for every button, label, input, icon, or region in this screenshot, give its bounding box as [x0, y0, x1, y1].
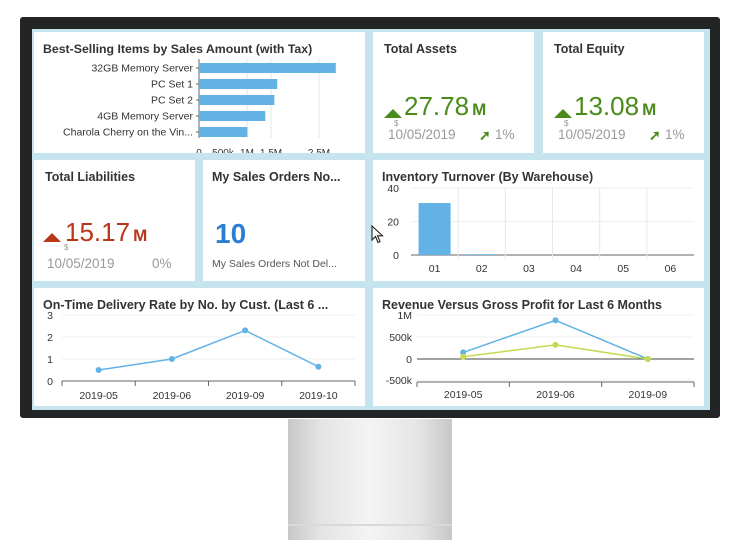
y-tick-label: 3 — [47, 310, 53, 322]
best-selling-chart: 32GB Memory Server PC Set 1 PC Set 2 4GB Me… — [63, 59, 336, 153]
data-point — [315, 363, 322, 370]
y-tick-label: 1M — [397, 310, 412, 322]
x-tick-label: 2.5M — [308, 148, 330, 153]
triangle-up-icon — [384, 109, 402, 118]
best-selling-tile[interactable]: Best-Selling Items by Sales Amount (with… — [34, 32, 365, 153]
category-label: Charola Cherry on the Vin... — [63, 127, 193, 139]
data-point — [460, 349, 467, 356]
data-point — [460, 353, 467, 360]
x-tick-label: 05 — [617, 263, 629, 275]
bar — [199, 95, 275, 105]
bar — [199, 63, 336, 73]
inventory-turnover-chart: 0 20 40 01 02 03 04 05 06 — [387, 183, 694, 275]
bar — [199, 111, 266, 121]
bar — [465, 254, 498, 255]
revenue-profit-title: Revenue Versus Gross Profit for Last 6 M… — [382, 298, 662, 312]
bar — [418, 203, 451, 255]
x-tick-label: 2019-05 — [79, 390, 118, 402]
currency-symbol: $ — [394, 119, 399, 128]
x-tick-label: 2019-09 — [629, 389, 668, 401]
category-label: PC Set 1 — [151, 79, 193, 91]
y-tick-label: -500k — [386, 375, 413, 387]
data-point — [552, 341, 559, 348]
x-tick-label: 1.5M — [260, 148, 282, 153]
y-tick-label: 40 — [387, 183, 399, 195]
revenue-profit-chart: -500k 0 500k 1M 2019-05 2019-06 2019-09 — [386, 310, 695, 401]
total-assets-tile[interactable]: Total Assets $ 27.78 M 10/05/2019 ➚ 1% — [373, 32, 534, 153]
y-tick-label: 0 — [393, 250, 399, 262]
data-point — [242, 327, 249, 334]
bar — [199, 127, 248, 137]
category-label: 32GB Memory Server — [91, 63, 193, 75]
total-liabilities-value: 15.17 M — [65, 217, 148, 247]
ontime-delivery-title: On-Time Delivery Rate by No. by Cust. (L… — [43, 298, 329, 312]
total-liabilities-tile[interactable]: Total Liabilities $ 15.17 M 10/05/2019 0% — [34, 160, 195, 281]
total-assets-date: 10/05/2019 — [388, 127, 456, 142]
total-liabilities-date: 10/05/2019 — [47, 256, 115, 271]
x-tick-label: 1M — [240, 148, 254, 153]
total-assets-value: 27.78 M — [404, 91, 487, 121]
inventory-turnover-tile[interactable]: Inventory Turnover (By Warehouse) 0 20 40 0… — [373, 160, 704, 281]
x-tick-label: 2019-09 — [226, 390, 265, 402]
best-selling-title: Best-Selling Items by Sales Amount (with… — [43, 42, 313, 56]
x-tick-label: 02 — [476, 263, 488, 275]
sales-orders-title: My Sales Orders No... — [212, 170, 341, 184]
bar — [199, 79, 278, 89]
currency-symbol: $ — [64, 243, 69, 252]
data-point — [95, 367, 102, 373]
y-tick-label: 500k — [389, 332, 413, 344]
category-label: PC Set 2 — [151, 95, 193, 107]
total-assets-title: Total Assets — [384, 42, 457, 56]
mouse-pointer-icon — [371, 225, 384, 244]
y-tick-label: 1 — [47, 354, 53, 366]
x-tick-label: 2019-06 — [536, 389, 575, 401]
total-equity-title: Total Equity — [554, 42, 625, 56]
x-tick-label: 2019-06 — [153, 390, 192, 402]
series-line — [98, 329, 319, 371]
monitor-stand — [288, 419, 452, 540]
data-point — [552, 317, 559, 324]
x-tick-label: 0 — [196, 148, 202, 153]
triangle-up-icon — [554, 109, 572, 118]
sales-orders-count[interactable]: 10 — [215, 218, 247, 249]
total-equity-value: 13.08 M — [574, 91, 657, 121]
total-liabilities-change: 0% — [152, 256, 172, 271]
sales-orders-tile[interactable]: My Sales Orders No... 10 My Sales Orders… — [203, 160, 365, 281]
data-point — [644, 356, 651, 362]
y-tick-label: 2 — [47, 332, 53, 344]
x-tick-label: 04 — [570, 263, 582, 275]
sales-orders-caption: My Sales Orders Not Del... — [212, 258, 337, 270]
x-tick-label: 03 — [523, 263, 535, 275]
data-point — [168, 356, 175, 362]
category-label: 4GB Memory Server — [97, 111, 193, 123]
total-equity-tile[interactable]: Total Equity $ 13.08 M 10/05/2019 ➚ 1% — [543, 32, 704, 153]
y-tick-label: 0 — [406, 354, 412, 366]
total-equity-change: 1% — [665, 127, 685, 142]
total-equity-date: 10/05/2019 — [558, 127, 626, 142]
currency-symbol: $ — [564, 119, 569, 128]
x-tick-label: 01 — [429, 263, 441, 275]
y-tick-label: 20 — [387, 217, 399, 229]
x-tick-label: 2019-05 — [444, 389, 483, 401]
ontime-delivery-chart: 0 1 2 3 2019-05 2019-06 2019-09 2019-10 — [47, 310, 356, 402]
inventory-turnover-title: Inventory Turnover (By Warehouse) — [382, 170, 594, 184]
total-liabilities-title: Total Liabilities — [45, 170, 136, 184]
arrow-up-right-icon: ➚ — [649, 127, 661, 143]
ontime-delivery-tile[interactable]: On-Time Delivery Rate by No. by Cust. (L… — [34, 288, 365, 406]
total-assets-change: 1% — [495, 127, 515, 142]
x-tick-label: 2019-10 — [299, 390, 338, 402]
revenue-profit-tile[interactable]: Revenue Versus Gross Profit for Last 6 M… — [373, 288, 704, 406]
triangle-up-icon — [43, 233, 61, 242]
arrow-up-right-icon: ➚ — [479, 127, 491, 143]
x-tick-label: 06 — [665, 263, 677, 275]
x-tick-label: 500k — [212, 148, 235, 153]
y-tick-label: 0 — [47, 376, 53, 388]
